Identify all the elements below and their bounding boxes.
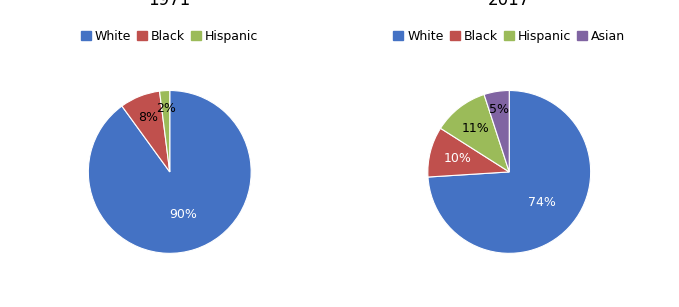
Legend: White, Black, Hispanic, Asian: White, Black, Hispanic, Asian <box>393 30 625 43</box>
Text: 2017: 2017 <box>488 0 530 9</box>
Wedge shape <box>160 91 170 172</box>
Wedge shape <box>428 91 591 253</box>
Wedge shape <box>441 95 509 172</box>
Text: 11%: 11% <box>462 122 489 135</box>
Wedge shape <box>122 91 170 172</box>
Text: 2%: 2% <box>155 102 176 115</box>
Text: 10%: 10% <box>444 152 472 165</box>
Text: 5%: 5% <box>490 103 509 116</box>
Text: 1971: 1971 <box>149 0 191 9</box>
Legend: White, Black, Hispanic: White, Black, Hispanic <box>81 30 259 43</box>
Text: 8%: 8% <box>138 111 158 124</box>
Wedge shape <box>428 128 509 177</box>
Text: 90%: 90% <box>170 208 198 221</box>
Text: 74%: 74% <box>528 196 556 209</box>
Wedge shape <box>484 91 509 172</box>
Wedge shape <box>88 91 251 253</box>
